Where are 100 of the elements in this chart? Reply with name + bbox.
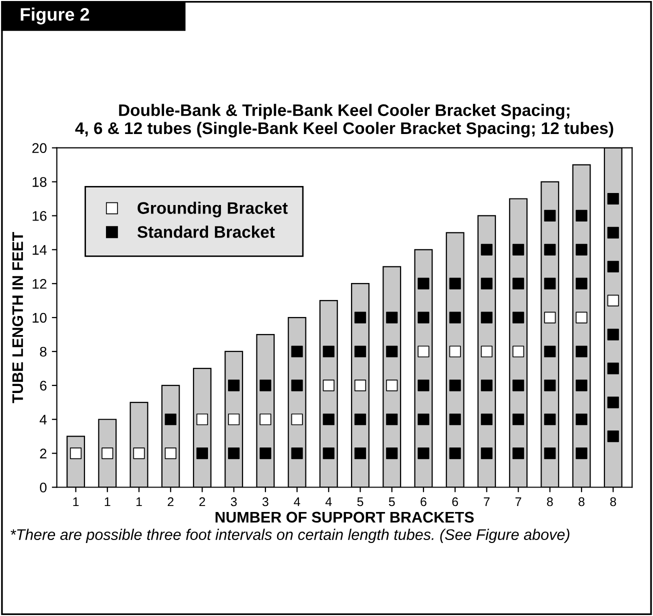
caption: Figure 2	[20, 8, 90, 24]
point	[418, 380, 430, 392]
point	[133, 448, 145, 460]
y-axis-title: TUBE LENGTH IN FEET	[12, 232, 24, 404]
point	[480, 244, 492, 256]
point	[354, 346, 366, 358]
point	[576, 346, 588, 358]
x-tick-label: 1	[136, 497, 142, 506]
point	[228, 380, 240, 392]
text: *There are possible three foot intervals on certain length tubes. (See Figure above)	[10, 528, 570, 544]
point	[354, 312, 366, 324]
point	[480, 312, 492, 324]
point	[512, 244, 524, 256]
x-tick-label: 8	[610, 497, 616, 506]
point	[480, 346, 492, 358]
point	[607, 328, 619, 340]
point	[576, 244, 588, 256]
point	[544, 244, 556, 256]
point	[386, 448, 398, 460]
point	[449, 346, 461, 358]
legend-label: Grounding Bracket	[138, 202, 288, 218]
point	[386, 380, 398, 392]
x-tick-label: 4	[294, 497, 300, 506]
point	[449, 278, 461, 290]
point	[576, 312, 588, 324]
point	[322, 380, 334, 392]
point	[576, 448, 588, 460]
point	[480, 414, 492, 426]
point	[164, 414, 176, 426]
y-tick-label: 4	[40, 414, 47, 424]
point	[322, 346, 334, 358]
point	[607, 294, 619, 306]
point	[102, 448, 114, 460]
x-tick-label: 4	[325, 497, 332, 506]
point	[512, 448, 524, 460]
legend-label: Standard Bracket	[137, 226, 275, 238]
point	[386, 414, 398, 426]
y-tick-label: 0	[40, 482, 47, 492]
point	[607, 396, 619, 408]
y-tick-label: 12	[32, 278, 46, 289]
x-tick-label: 3	[230, 497, 237, 506]
point	[418, 448, 430, 460]
point	[291, 380, 303, 392]
point	[544, 346, 556, 358]
point	[607, 260, 619, 272]
point	[418, 312, 430, 324]
point	[607, 430, 619, 442]
point	[512, 312, 524, 324]
point	[418, 278, 430, 290]
point	[512, 278, 524, 290]
point	[607, 362, 619, 374]
point	[354, 414, 366, 426]
point	[576, 414, 588, 426]
y-tick-label: 2	[40, 448, 46, 458]
y-tick-label: 14	[32, 245, 47, 255]
x-tick-label: 5	[357, 497, 364, 506]
point	[449, 312, 461, 324]
point	[228, 448, 240, 460]
point	[354, 380, 366, 392]
y-tick-label: 8	[40, 346, 46, 357]
x-tick-label: 7	[515, 497, 522, 506]
point	[291, 448, 303, 460]
point	[449, 380, 461, 392]
point	[260, 414, 272, 426]
point	[228, 414, 240, 426]
point	[544, 380, 556, 392]
x-tick-label: 8	[578, 497, 584, 506]
point	[544, 210, 556, 222]
point	[260, 380, 272, 392]
point	[291, 346, 303, 358]
x-tick-label: 1	[73, 497, 79, 506]
point	[354, 448, 366, 460]
point	[576, 380, 588, 392]
point	[607, 192, 619, 205]
x-tick-label: 6	[452, 497, 458, 506]
point	[260, 448, 272, 460]
point	[164, 448, 176, 460]
y-tick-label: 10	[32, 312, 47, 323]
point	[291, 414, 303, 426]
point	[418, 414, 430, 426]
point	[386, 312, 398, 324]
y-tick-label: 16	[32, 211, 46, 221]
x-tick-label: 7	[484, 497, 490, 506]
point	[480, 278, 492, 290]
point	[449, 414, 461, 426]
point	[386, 346, 398, 358]
x-tick-label: 8	[546, 497, 553, 506]
x-tick-label: 3	[262, 497, 268, 506]
y-tick-label: 6	[40, 380, 46, 391]
y-tick-label: 18	[32, 177, 46, 187]
point	[70, 448, 82, 460]
x-tick-label: 6	[420, 497, 426, 506]
x-tick-label: 2	[199, 497, 206, 506]
point	[418, 346, 430, 358]
point	[480, 380, 492, 392]
point	[196, 448, 208, 460]
point	[607, 226, 619, 238]
x-tick-label: 5	[388, 497, 395, 506]
point	[196, 414, 208, 426]
point	[480, 448, 492, 460]
